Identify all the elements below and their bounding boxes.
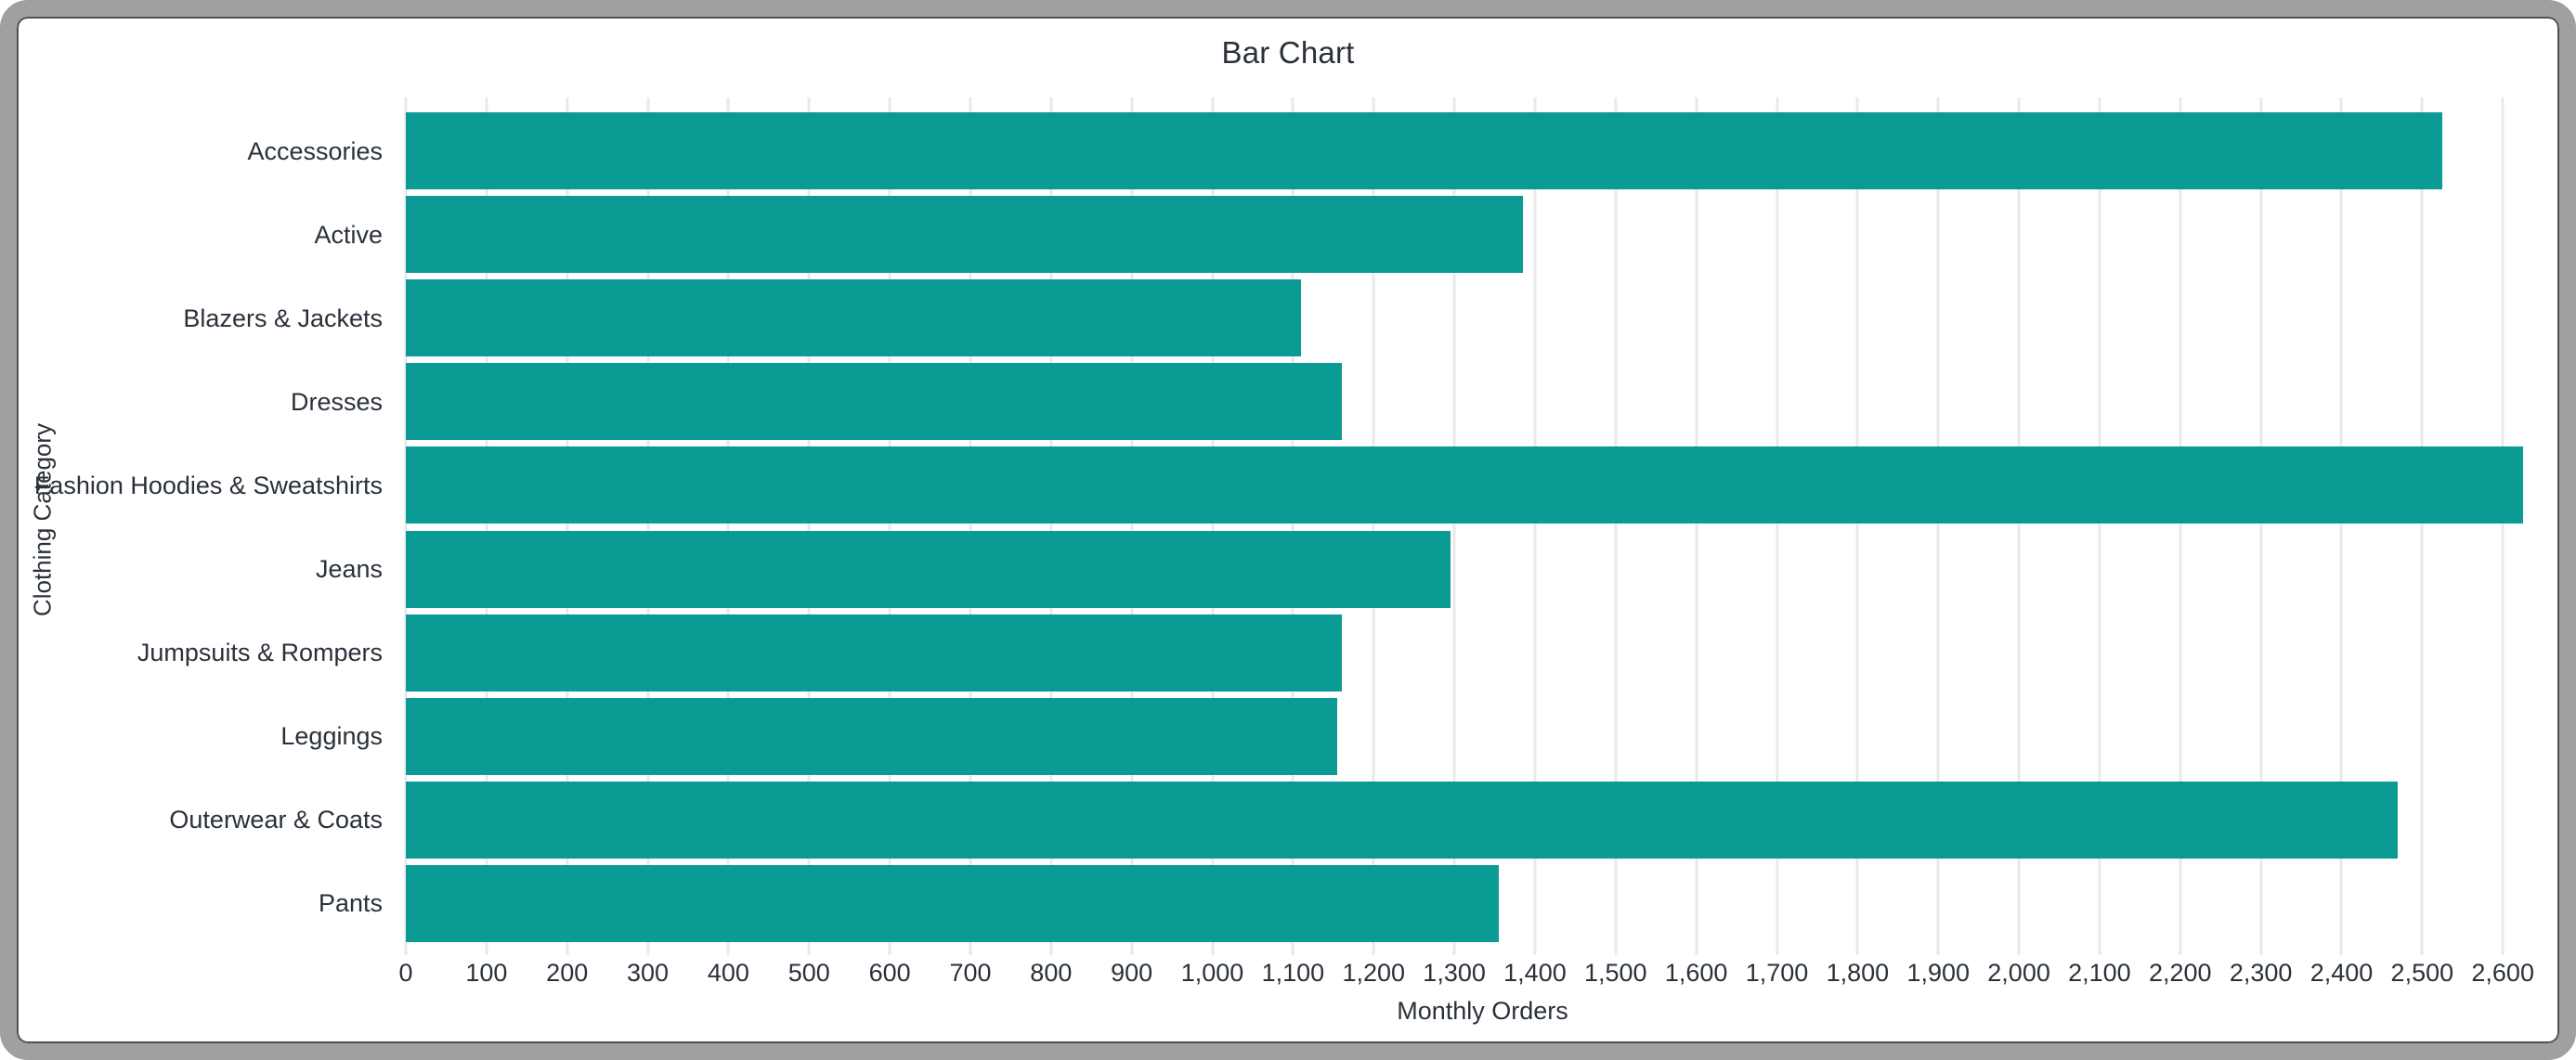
x-tick-label: 2,000: [1987, 959, 2050, 987]
x-tick-label: 1,400: [1503, 959, 1567, 987]
gridline: [566, 97, 569, 955]
y-category-label: Pants: [318, 889, 383, 918]
x-tick-label: 1,600: [1664, 959, 1728, 987]
x-tick-label: 700: [949, 959, 992, 987]
gridline: [485, 97, 488, 955]
y-category-label: Blazers & Jackets: [183, 304, 383, 332]
gridline: [969, 97, 972, 955]
gridline: [1291, 97, 1295, 955]
x-tick-label: 1,700: [1745, 959, 1809, 987]
gridline: [1936, 97, 1940, 955]
gridline: [1614, 97, 1618, 955]
gridline: [726, 97, 730, 955]
gridline: [404, 97, 408, 955]
bar: [406, 864, 1499, 942]
bar: [406, 614, 1342, 692]
bar: [406, 781, 2399, 859]
y-category-label: Accessories: [247, 136, 383, 165]
gridline: [2501, 97, 2504, 955]
bar: [406, 196, 1523, 274]
gridline: [1049, 97, 1053, 955]
gridline: [2179, 97, 2182, 955]
gridline: [1372, 97, 1375, 955]
y-category-label: Dresses: [290, 387, 383, 416]
x-tick-label: 1,000: [1180, 959, 1244, 987]
x-tick-label: 900: [1111, 959, 1153, 987]
bar: [406, 697, 1338, 775]
gridline: [1695, 97, 1698, 955]
gridline: [1211, 97, 1215, 955]
bar: [406, 112, 2443, 189]
y-category-label: Leggings: [280, 722, 383, 751]
x-axis-title: Monthly Orders: [1397, 997, 1568, 1025]
gridline: [1855, 97, 1859, 955]
bars-layer: [406, 97, 2559, 942]
x-tick-label: 400: [707, 959, 749, 987]
x-tick-label: 2,600: [2471, 959, 2534, 987]
bar-chart: Bar Chart Clothing Category Accessories A…: [17, 17, 2559, 1043]
x-tick-label: 1,900: [1906, 959, 1971, 987]
x-tick-labels: 0 100 200 300 400 500 600 700 800 900 1,000 1,100 1,…: [398, 956, 2559, 993]
x-tick-label: 500: [787, 959, 830, 987]
gridline: [807, 97, 811, 955]
x-tick-label: 100: [465, 959, 508, 987]
gridline: [2098, 97, 2101, 955]
gridline: [1452, 97, 1456, 955]
gridline: [2420, 97, 2424, 955]
gridline: [1130, 97, 1134, 955]
gridline: [646, 97, 650, 955]
bar: [406, 446, 2523, 524]
x-tick-label: 2,400: [2309, 959, 2374, 987]
gridline: [888, 97, 891, 955]
y-category-label: Outerwear & Coats: [169, 806, 383, 834]
x-tick-label: 800: [1030, 959, 1073, 987]
x-tick-label: 1,800: [1826, 959, 1890, 987]
x-tick-label: 1,100: [1261, 959, 1325, 987]
x-tick-label: 300: [627, 959, 670, 987]
gridline: [2259, 97, 2263, 955]
plot-area: [406, 97, 2559, 942]
gridline: [2017, 97, 2021, 955]
x-tick-label: 200: [546, 959, 589, 987]
y-category-label: Jumpsuits & Rompers: [137, 639, 383, 667]
x-tick-label: 2,300: [2229, 959, 2293, 987]
x-tick-label: 1,500: [1584, 959, 1647, 987]
x-tick-label: 2,200: [2148, 959, 2212, 987]
gridline: [1776, 97, 1779, 955]
bar: [406, 363, 1342, 441]
y-category-label: Active: [314, 220, 383, 249]
category-labels: Accessories Active Blazers & Jackets Dresse…: [17, 97, 383, 942]
x-tick-label: 2,100: [2068, 959, 2131, 987]
gridline: [1533, 97, 1537, 955]
gridlines-layer: [404, 17, 2559, 1043]
chart-title: Bar Chart: [1221, 35, 1355, 70]
bar: [406, 279, 1302, 357]
y-category-label: Fashion Hoodies & Sweatshirts: [33, 471, 383, 499]
x-tick-label: 0: [398, 959, 413, 987]
bar: [406, 530, 1451, 608]
y-category-label: Jeans: [315, 555, 383, 583]
x-tick-label: 1,200: [1342, 959, 1406, 987]
x-tick-label: 2,500: [2390, 959, 2454, 987]
x-tick-label: 1,300: [1423, 959, 1486, 987]
gridline: [2339, 97, 2343, 955]
x-tick-label: 600: [868, 959, 911, 987]
